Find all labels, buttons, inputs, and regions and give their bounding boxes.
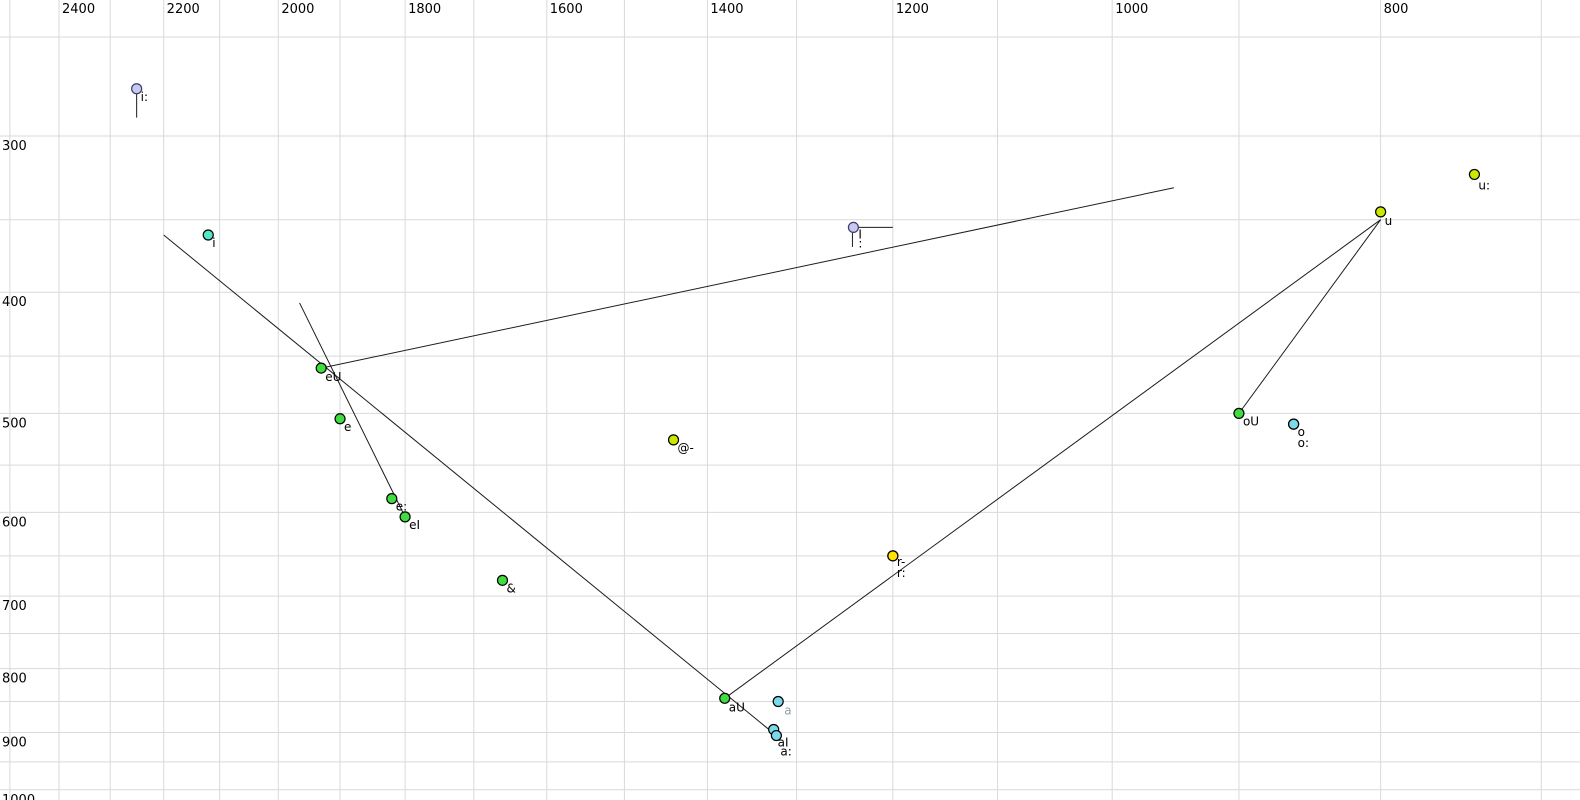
- vowel-label-aI: aI: [778, 736, 789, 750]
- vowel-point-u:: [1468, 168, 1481, 181]
- vowel-label-oU: oU: [1243, 414, 1259, 428]
- y-tick-label-500: 500: [2, 416, 27, 431]
- vowel-label-e: e: [344, 420, 351, 434]
- vowel-point-i:: [131, 83, 143, 95]
- y-tick-label-700: 700: [2, 599, 27, 614]
- eU-trajectory: [321, 187, 1174, 369]
- vowel-point-oU: [1233, 407, 1245, 419]
- vowel-label-o: o: [1298, 425, 1305, 439]
- vowel-label-a: a: [784, 704, 791, 718]
- vowel-label-i: i: [212, 236, 215, 250]
- vowel-point-eU: [315, 362, 327, 374]
- vowel-label-a:: a:: [780, 745, 791, 759]
- vowel-point-a: [772, 695, 784, 708]
- x-tick-label-1000: 1000: [1115, 2, 1148, 17]
- x-tick-label-2400: 2400: [62, 2, 95, 17]
- eI-trajectory: [299, 302, 406, 518]
- vowel-point-i: [202, 229, 214, 241]
- x-tick-label-1200: 1200: [896, 2, 929, 17]
- x-tick-label-800: 800: [1384, 2, 1409, 17]
- oU-trajectory: [1238, 219, 1382, 414]
- vowel-point-o:: [1288, 418, 1300, 430]
- vowel-label-I:-char1: :: [858, 236, 862, 250]
- vowel-label-r:: r:: [897, 566, 906, 580]
- aU-trajectory: [724, 219, 1381, 699]
- vowel-point-@-: [667, 434, 680, 446]
- vowel-point-aU: [719, 692, 731, 704]
- vowel-point-e: [334, 413, 346, 425]
- vowel-point-r:: [887, 550, 899, 562]
- y-tick-label-900: 900: [2, 736, 27, 751]
- vowel-label-@-: @-: [678, 441, 694, 455]
- y-tick-label-1000: 1000: [2, 793, 35, 800]
- vowel-label-o:: o:: [1298, 436, 1309, 450]
- aI-trajectory: [163, 234, 777, 736]
- x-tick-label-1800: 1800: [408, 2, 441, 17]
- y-tick-label-600: 600: [2, 515, 27, 530]
- vowel-label-&: &: [506, 581, 515, 595]
- y-tick-label-400: 400: [2, 295, 27, 310]
- x-tick-label-2000: 2000: [281, 2, 314, 17]
- vowel-label-i:: i:: [141, 90, 148, 104]
- vowel-label-aU: aU: [729, 700, 745, 714]
- vowel-point-u: [1375, 206, 1387, 218]
- vowel-label-I:-char0: I: [858, 227, 862, 241]
- vowel-label-e:: e:: [396, 500, 407, 514]
- vowel-label-eU: eU: [325, 370, 341, 384]
- vowel-label-u:: u:: [1478, 178, 1490, 192]
- y-tick-label-300: 300: [2, 139, 27, 154]
- x-tick-label-2200: 2200: [167, 2, 200, 17]
- vowel-label-u: u: [1385, 214, 1393, 228]
- vowel-label-r-: r-: [897, 555, 906, 569]
- vowel-point-&: [496, 574, 509, 586]
- vowel-point-eI: [399, 511, 411, 523]
- x-tick-label-1600: 1600: [550, 2, 583, 17]
- vowel-label-eI: eI: [409, 518, 420, 532]
- vowel-point-I:: [847, 221, 860, 234]
- x-tick-label-1400: 1400: [710, 2, 743, 17]
- vowel-point-e:: [386, 493, 398, 505]
- vowel-point-a:: [770, 729, 782, 742]
- y-tick-label-800: 800: [2, 672, 27, 687]
